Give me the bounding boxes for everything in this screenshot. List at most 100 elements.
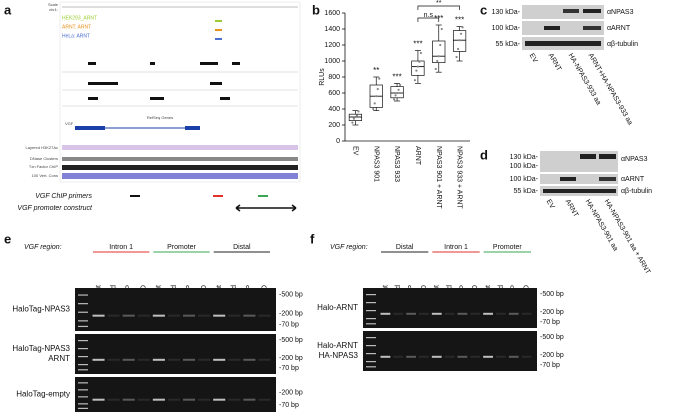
sample-band (183, 358, 196, 361)
x-tick-label: NPAS3 933 + ARNT (456, 146, 463, 209)
peak-tracks (62, 62, 298, 107)
group-label: Intron 1 (444, 244, 468, 251)
gene-exon (75, 126, 105, 130)
sample-band (470, 312, 481, 315)
y-tick-label: 1400 (324, 26, 340, 33)
group-label: Distal (396, 244, 414, 251)
bp-marker: -200 bp (279, 355, 303, 362)
x-tick-label: NPAS3 901 (372, 146, 379, 182)
ladder-band (78, 325, 88, 328)
data-point (394, 94, 397, 97)
sample-band (258, 358, 271, 361)
data-point (352, 117, 356, 120)
bp-marker: -70 bp (279, 365, 299, 372)
blot-strip (540, 151, 618, 172)
bracket-label: ** (436, 0, 442, 7)
row-label: HaloTag-empty (16, 390, 70, 399)
ladder-band (78, 389, 88, 391)
blot-band (580, 154, 596, 159)
track-label: HEK293_ARNT (62, 15, 97, 21)
ladder-band (78, 340, 88, 342)
ladder-band (78, 403, 88, 405)
sample-band (122, 358, 135, 361)
sample-band (228, 398, 241, 401)
kda-marker: 130 kDa- (510, 154, 539, 161)
data-point (461, 26, 464, 29)
sample-band (406, 355, 416, 358)
bp-marker: -70 bp (540, 362, 560, 369)
sample-band (92, 314, 105, 317)
data-point (416, 65, 420, 68)
data-point (372, 107, 375, 111)
sample-band (92, 398, 105, 401)
x-tick-label: NPAS3 933 (393, 146, 400, 182)
data-point (459, 32, 463, 35)
bp-marker: -70 bp (279, 321, 299, 328)
sample-band (496, 312, 506, 315)
sample-band (213, 314, 226, 317)
blot-band (599, 154, 616, 159)
sample-band (508, 312, 519, 315)
sample-band (107, 358, 120, 361)
y-tick-label: 200 (328, 122, 340, 129)
sample-band (198, 358, 211, 361)
y-tick-label: 1600 (324, 10, 340, 17)
row-label: HA-NPAS3 (319, 351, 359, 360)
sample-band (152, 398, 165, 401)
data-point (439, 43, 442, 47)
gene-name: VGF (65, 121, 74, 126)
data-point (395, 91, 399, 95)
sample-band (122, 398, 135, 401)
group-label: Intron 1 (109, 244, 133, 251)
ladder-band (366, 366, 376, 368)
data-point (357, 110, 360, 113)
sample-band (243, 314, 256, 317)
panel-letter: a (4, 2, 12, 17)
sample-band (444, 312, 455, 315)
panel-c: c 130 kDa- 100 kDa- 55 kDa- αNPAS3 αARNT… (480, 2, 638, 126)
panel-b: b RLUs 0 200 400 600 800 1000 1200 1400 1600 EV **… (312, 0, 470, 209)
sample-band (167, 398, 180, 401)
sample-band (457, 355, 468, 358)
sample-band (183, 314, 196, 317)
ladder-band (78, 407, 88, 409)
significance: *** (413, 40, 422, 49)
lane-label: ARNT (547, 52, 563, 73)
box (411, 60, 425, 76)
panel-letter: b (312, 2, 320, 17)
sample-band (380, 355, 391, 358)
y-tick-label: 800 (328, 74, 340, 81)
ladder-band (366, 294, 376, 296)
data-point (418, 60, 421, 63)
sample-band (137, 358, 150, 361)
sample-band (167, 314, 180, 317)
sample-band (431, 355, 442, 358)
data-point (351, 121, 354, 124)
data-point (455, 55, 458, 59)
kda-marker: 55 kDa- (495, 41, 520, 48)
gel-image (75, 334, 276, 374)
ladder-band (366, 361, 376, 363)
y-axis-label: RLUs (319, 68, 326, 86)
data-point (413, 79, 417, 82)
lane-label: EV (545, 198, 556, 210)
sample-band (122, 314, 135, 317)
antibody-label: αβ-tubulin (607, 41, 638, 48)
gene-track-label: RefSeq Genes (147, 115, 173, 120)
sample-band (444, 355, 455, 358)
sample-band (457, 312, 468, 315)
sample-band (258, 398, 271, 401)
row-label: HaloTag-NPAS3 (12, 344, 70, 353)
ladder-band (366, 337, 376, 339)
ladder-band (78, 320, 88, 322)
panel-letter: f (310, 231, 315, 246)
ladder-band (366, 353, 376, 355)
panel-letter: c (480, 2, 487, 17)
data-point (437, 55, 440, 58)
data-point (398, 83, 402, 87)
ladder-band (78, 382, 88, 384)
bp-marker: -200 bp (279, 390, 303, 397)
kda-marker: 130 kDa- (492, 9, 521, 16)
blot-band (583, 26, 601, 30)
